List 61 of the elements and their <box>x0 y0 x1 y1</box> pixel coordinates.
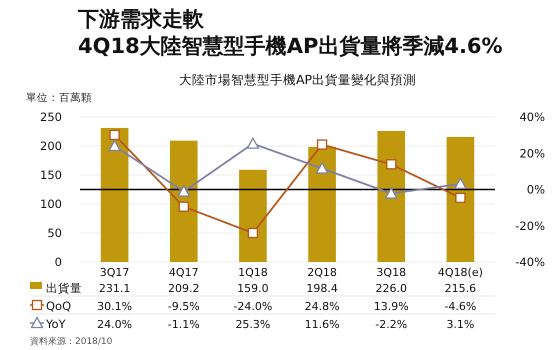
y-tick-label: 50 <box>47 226 62 240</box>
y-tick-label: 0 <box>54 255 62 269</box>
x-tick-label: 3Q17 <box>100 266 130 279</box>
bar <box>308 146 336 262</box>
point <box>246 137 260 149</box>
point <box>455 192 466 203</box>
data-label: 24.0% <box>97 318 132 331</box>
y-tick-label: 150 <box>40 168 62 182</box>
point <box>178 185 190 197</box>
bar <box>446 136 474 262</box>
data-label: 215.6 <box>444 282 476 295</box>
legend-label: QoQ <box>46 299 72 313</box>
data-label: -1.1% <box>168 318 200 331</box>
bar <box>377 130 406 262</box>
source-note: 資料來源：2018/10 <box>30 336 113 347</box>
legend-label: YoY <box>45 317 67 331</box>
data-label: -24.0% <box>233 300 272 313</box>
data-label: -2.2% <box>375 318 408 331</box>
point <box>108 140 121 152</box>
data-label: -4.6% <box>444 300 476 313</box>
x-tick-label: 4Q18(e) <box>438 266 483 279</box>
chart-subtitle: 4Q18大陸智慧型手機AP出貨量將季減4.6% <box>78 34 503 58</box>
data-label: 198.4 <box>306 282 338 295</box>
y-tick-label: 250 <box>40 110 62 124</box>
y2-tick-label: 0% <box>526 182 546 196</box>
data-label: 209.2 <box>168 282 200 295</box>
point <box>386 159 396 170</box>
x-tick-label: 4Q17 <box>168 266 199 279</box>
y-tick-label: 100 <box>40 197 62 211</box>
bar <box>170 140 198 262</box>
y-tick-label: 200 <box>40 139 62 153</box>
data-label: 159.0 <box>237 282 269 295</box>
y2-tick-label: 40% <box>519 110 546 124</box>
x-tick-label: 3Q18 <box>376 266 406 279</box>
point <box>316 139 328 150</box>
y2-tick-label: 20% <box>519 146 546 160</box>
point <box>385 187 398 199</box>
data-label: -9.5% <box>168 300 200 313</box>
data-label: 231.1 <box>98 282 130 295</box>
x-tick-label: 2Q18 <box>307 266 337 279</box>
bar <box>239 170 267 262</box>
y-axis-title: 單位：百萬顆 <box>26 91 92 104</box>
point <box>109 130 120 140</box>
point <box>316 162 328 174</box>
y2-tick-label: -40% <box>515 255 546 269</box>
data-label: 226.0 <box>376 282 407 295</box>
text: 大陸市場智慧型手機AP出貨量變化與預測 <box>178 72 416 87</box>
data-label: 30.1% <box>97 300 132 313</box>
data-label: 3.1% <box>446 318 474 331</box>
data-label: 11.6% <box>304 318 340 331</box>
point <box>248 228 258 238</box>
legend-label: 出貨量 <box>46 281 82 295</box>
point <box>454 178 467 190</box>
bar <box>100 128 128 262</box>
y2-tick-label: -20% <box>515 218 546 233</box>
data-label: 24.8% <box>304 300 340 313</box>
x-tick-label: 1Q18 <box>238 266 268 279</box>
point <box>178 202 189 212</box>
data-label: 13.9% <box>374 300 409 313</box>
data-label: 25.3% <box>235 318 270 331</box>
chart-title: 下游需求走軟 <box>77 7 205 31</box>
